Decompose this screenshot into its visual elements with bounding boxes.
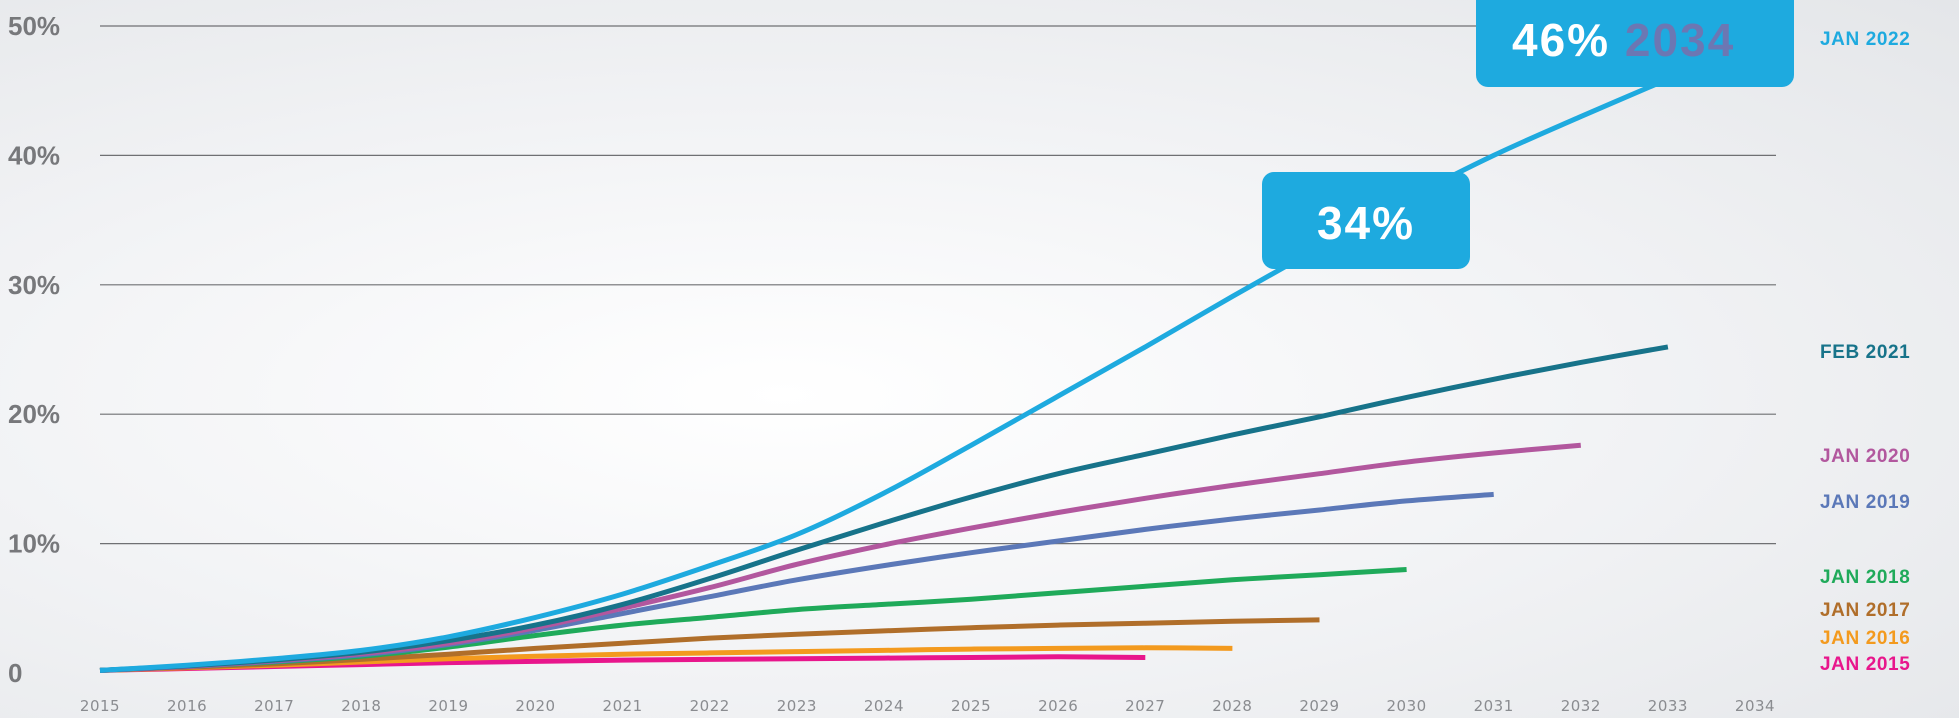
y-axis: 0 10% 20% 30% 40% 50%: [8, 11, 60, 688]
x-tick-label-2017: 2017: [254, 697, 294, 715]
x-tick-label-2021: 2021: [603, 697, 643, 715]
legend: JAN 2015 JAN 2016 JAN 2017 JAN 2018 JAN 2019…: [1820, 29, 1910, 675]
y-tick-label-40: 40%: [8, 140, 60, 170]
x-tick-label-2025: 2025: [951, 697, 991, 715]
x-tick-label-2022: 2022: [690, 697, 730, 715]
legend-label-jan-2020: JAN 2020: [1820, 446, 1910, 467]
y-tick-label-50: 50%: [8, 11, 60, 41]
legend-label-jan-2017: JAN 2017: [1820, 600, 1910, 621]
legend-label-jan-2019: JAN 2019: [1820, 492, 1910, 513]
x-tick-label-2034: 2034: [1735, 697, 1775, 715]
x-tick-label-2018: 2018: [341, 697, 381, 715]
x-tick-label-2033: 2033: [1648, 697, 1688, 715]
x-tick-label-2030: 2030: [1386, 697, 1426, 715]
x-tick-label-2031: 2031: [1474, 697, 1514, 715]
x-tick-label-2023: 2023: [777, 697, 817, 715]
callouts: 34% 46% 2034: [1262, 0, 1794, 269]
callout-label-34: 34%: [1317, 197, 1415, 249]
x-tick-label-2019: 2019: [428, 697, 468, 715]
x-tick-label-2028: 2028: [1212, 697, 1252, 715]
y-tick-label-30: 30%: [8, 270, 60, 300]
x-tick-label-2026: 2026: [1038, 697, 1078, 715]
x-tick-label-2029: 2029: [1299, 697, 1339, 715]
x-tick-label-2020: 2020: [515, 697, 555, 715]
series-line-jan-2020: [99, 442, 1582, 673]
legend-label-jan-2016: JAN 2016: [1820, 628, 1910, 649]
x-tick-label-2016: 2016: [167, 697, 207, 715]
callout-year-2034: 2034: [1625, 14, 1735, 66]
legend-label-jan-2022: JAN 2022: [1820, 29, 1910, 50]
x-tick-label-2015: 2015: [80, 697, 120, 715]
callout-box-34: [1262, 172, 1470, 269]
series-lines: [99, 76, 1669, 673]
series-line-feb-2021: [99, 344, 1669, 673]
legend-label-feb-2021: FEB 2021: [1820, 342, 1910, 363]
callout-label-46: 46% 2034: [1512, 14, 1735, 66]
legend-label-jan-2015: JAN 2015: [1820, 654, 1910, 675]
series-line-jan-2019: [99, 491, 1494, 673]
x-tick-label-2027: 2027: [1125, 697, 1165, 715]
series-line-jan-2022: [99, 76, 1669, 673]
y-tick-label-0: 0: [8, 658, 22, 688]
legend-label-jan-2018: JAN 2018: [1820, 567, 1910, 588]
x-axis: 2015 2016 2017 2018 2019 2020 2021 2022 2023 2024…: [80, 697, 1775, 715]
callout-value-46: 46%: [1512, 14, 1625, 66]
x-tick-label-2024: 2024: [864, 697, 904, 715]
x-tick-label-2032: 2032: [1561, 697, 1601, 715]
callout-box-46: [1476, 0, 1794, 87]
y-tick-label-10: 10%: [8, 529, 60, 559]
y-tick-label-20: 20%: [8, 399, 60, 429]
